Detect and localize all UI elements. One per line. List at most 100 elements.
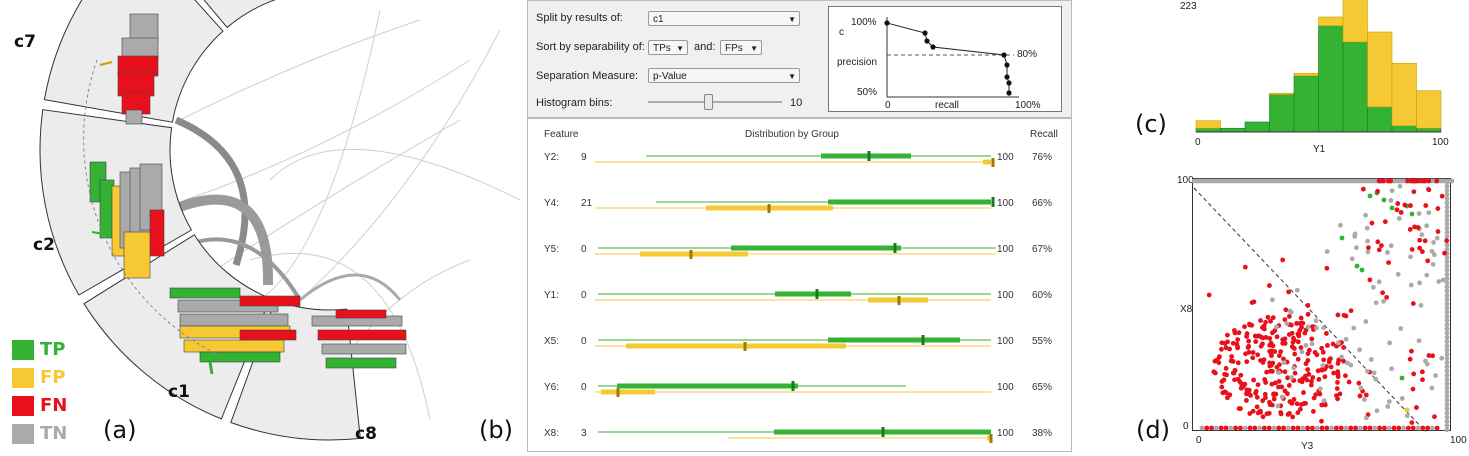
- scatter-point-fn[interactable]: [1267, 342, 1273, 348]
- scatter-point-tn[interactable]: [1444, 217, 1450, 223]
- scatter-point-fn[interactable]: [1282, 341, 1288, 346]
- scatter-point-fn[interactable]: [1286, 332, 1292, 338]
- feature-row[interactable]: Y1: 0 100 60%: [528, 289, 1071, 305]
- scatter-point-fn[interactable]: [1272, 380, 1278, 386]
- scatter-point-tn[interactable]: [1444, 200, 1450, 206]
- scatter-point-fn[interactable]: [1356, 380, 1362, 386]
- scatter-point-tn[interactable]: [1404, 413, 1410, 419]
- scatter-point-fn[interactable]: [1408, 203, 1413, 208]
- feature-row[interactable]: X5: 0 100 55%: [528, 335, 1071, 351]
- scatter-point-fn[interactable]: [1295, 339, 1301, 345]
- tp-iqr-bar[interactable]: [775, 291, 851, 297]
- scatter-point-tn[interactable]: [1444, 225, 1450, 231]
- scatter-point-fn[interactable]: [1232, 328, 1237, 333]
- scatter-point-tn[interactable]: [1444, 267, 1450, 273]
- scatter-point-fn[interactable]: [1411, 371, 1417, 377]
- scatter-point-tn[interactable]: [1444, 385, 1450, 391]
- scatter-point-fn[interactable]: [1212, 370, 1218, 376]
- hist-bar-tp[interactable]: [1367, 106, 1393, 133]
- scatter-point-fn[interactable]: [1276, 379, 1282, 384]
- scatter-point-tn[interactable]: [1385, 404, 1391, 409]
- scatter-point-tn[interactable]: [1381, 298, 1387, 304]
- hist-bar-tp[interactable]: [1416, 127, 1442, 133]
- scatter-point-tn[interactable]: [1417, 280, 1423, 286]
- scatter-point-fn[interactable]: [1319, 345, 1325, 351]
- scatter-point-tn[interactable]: [1397, 183, 1403, 189]
- tp-iqr-bar[interactable]: [821, 153, 911, 159]
- scatter-point-fn[interactable]: [1264, 411, 1270, 417]
- scatter-point-tn[interactable]: [1444, 372, 1450, 378]
- scatter-point-fn[interactable]: [1295, 410, 1301, 416]
- tp-iqr-bar[interactable]: [828, 199, 991, 205]
- scatter-point-fn[interactable]: [1236, 330, 1242, 336]
- scatter-point-fn[interactable]: [1238, 372, 1244, 378]
- scatter-point-tn[interactable]: [1444, 309, 1450, 315]
- scatter-point-fn[interactable]: [1281, 356, 1286, 362]
- fp-iqr-bar[interactable]: [626, 343, 846, 349]
- scatter-point-fn[interactable]: [1353, 425, 1358, 431]
- fp-bar[interactable]: [183, 339, 285, 353]
- scatter-point-fn[interactable]: [1235, 360, 1241, 366]
- scatter-point-tn[interactable]: [1363, 212, 1368, 218]
- scatter-point-fn[interactable]: [1246, 343, 1252, 349]
- scatter-point-fn[interactable]: [1286, 289, 1292, 295]
- scatter-point-fn[interactable]: [1260, 398, 1266, 404]
- hist-bar-tp[interactable]: [1269, 94, 1295, 133]
- scatter-point-fn[interactable]: [1305, 358, 1311, 363]
- scatter-point-fn[interactable]: [1261, 323, 1267, 329]
- scatter-point-tn[interactable]: [1339, 354, 1344, 360]
- scatter-point-tn[interactable]: [1365, 249, 1371, 255]
- scatter-point-tn[interactable]: [1275, 403, 1281, 409]
- scatter-point-fn[interactable]: [1331, 370, 1337, 376]
- scatter-point-tn[interactable]: [1444, 234, 1450, 239]
- hist-bar-fp[interactable]: [1195, 120, 1221, 129]
- scatter-point-tn[interactable]: [1385, 250, 1390, 255]
- scatter-point-fn[interactable]: [1423, 203, 1429, 208]
- scatter-point-tn[interactable]: [1444, 406, 1450, 412]
- scatter-point-tn[interactable]: [1228, 425, 1234, 431]
- scatter-point-fn[interactable]: [1375, 239, 1381, 245]
- scatter-point-fn[interactable]: [1384, 294, 1390, 300]
- scatter-point-tn[interactable]: [1321, 325, 1327, 331]
- scatter-point-fn[interactable]: [1246, 391, 1252, 397]
- scatter-point-tn[interactable]: [1269, 297, 1275, 303]
- scatter-point-fn[interactable]: [1222, 340, 1228, 346]
- hist-bar-fp[interactable]: [1342, 0, 1368, 43]
- scatter-point-fn[interactable]: [1305, 425, 1310, 431]
- scatter-point-tn[interactable]: [1444, 213, 1450, 218]
- scatter-point-tn[interactable]: [1279, 394, 1285, 400]
- scatter-point-fn[interactable]: [1324, 425, 1330, 431]
- scatter-point-fn[interactable]: [1282, 317, 1288, 322]
- scatter-point-tn[interactable]: [1300, 425, 1306, 431]
- scatter-point-fn[interactable]: [1251, 377, 1256, 383]
- scatter-point-fn[interactable]: [1420, 377, 1425, 383]
- scatter-point-tn[interactable]: [1444, 183, 1450, 189]
- tp-bar[interactable]: [325, 357, 397, 369]
- scatter-point-tn[interactable]: [1444, 330, 1450, 336]
- scatter-point-tn[interactable]: [1444, 318, 1450, 323]
- scatter-point-tn[interactable]: [1358, 385, 1364, 391]
- scatter-point-fn[interactable]: [1305, 351, 1311, 356]
- scatter-point-fn[interactable]: [1292, 351, 1298, 357]
- scatter-point-fn[interactable]: [1357, 393, 1363, 399]
- scatter-point-fn[interactable]: [1254, 404, 1260, 410]
- scatter-point-fn[interactable]: [1286, 314, 1292, 319]
- scatter-point-fn[interactable]: [1319, 425, 1325, 431]
- scatter-point-fn[interactable]: [1316, 376, 1322, 382]
- scatter-point-fn[interactable]: [1323, 331, 1329, 336]
- scatter-point-tn[interactable]: [1286, 425, 1291, 431]
- scatter-point-fn[interactable]: [1266, 425, 1272, 431]
- radial-segment-view[interactable]: [0, 0, 520, 456]
- scatter-point-fn[interactable]: [1376, 247, 1382, 253]
- scatter-point-fn[interactable]: [1435, 229, 1441, 234]
- hist-bar-tp[interactable]: [1244, 121, 1270, 133]
- scatter-point-tn[interactable]: [1214, 425, 1219, 431]
- scatter-point-fn[interactable]: [1367, 277, 1373, 283]
- tn-bar[interactable]: [321, 343, 407, 355]
- scatter-point-fn[interactable]: [1274, 364, 1280, 370]
- scatter-point-tn[interactable]: [1444, 419, 1450, 424]
- scatter-point-tn[interactable]: [1444, 423, 1450, 428]
- scatter-point-tn[interactable]: [1284, 321, 1290, 326]
- scatter-point-fn[interactable]: [1295, 425, 1301, 431]
- scatter-point-tn[interactable]: [1444, 196, 1450, 202]
